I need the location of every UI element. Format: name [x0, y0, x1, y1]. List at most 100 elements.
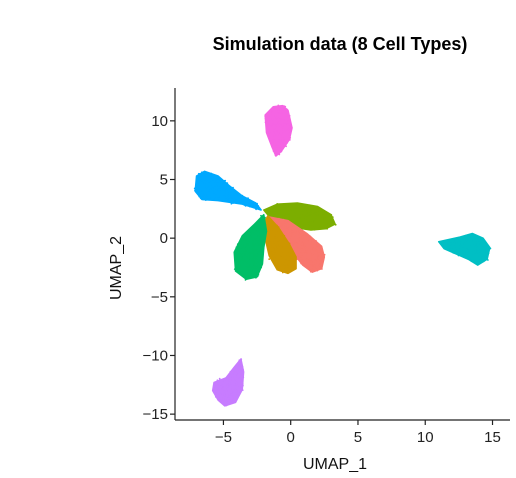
cell-point: [456, 240, 459, 243]
cell-point: [277, 108, 280, 111]
cell-point: [232, 399, 235, 402]
cluster-1: [193, 170, 262, 211]
cell-point: [258, 262, 261, 265]
cell-point: [294, 240, 297, 243]
cell-point: [272, 252, 274, 255]
cell-point: [279, 125, 282, 128]
cell-point: [278, 112, 281, 114]
cell-point: [215, 192, 218, 195]
cell-point: [273, 209, 275, 212]
cell-point: [458, 247, 461, 250]
cell-point: [248, 269, 251, 271]
cell-point: [238, 265, 241, 267]
cell-point: [311, 241, 314, 244]
cell-point: [276, 212, 278, 214]
cell-point: [223, 190, 226, 192]
cell-point: [283, 234, 286, 237]
cell-point: [274, 148, 277, 151]
cell-point: [301, 243, 304, 246]
cell-point: [252, 239, 254, 242]
cell-point: [470, 257, 472, 259]
cell-point: [283, 121, 285, 124]
cell-point: [315, 210, 317, 213]
cell-point: [217, 190, 219, 193]
cell-point: [467, 234, 470, 237]
cell-point: [303, 210, 306, 213]
cell-point: [317, 256, 320, 259]
cell-point: [281, 148, 283, 151]
cell-point: [445, 242, 448, 245]
cell-point: [240, 240, 243, 243]
cell-point: [277, 116, 279, 119]
cell-point: [249, 238, 252, 241]
cell-point: [285, 249, 288, 251]
cell-point: [226, 190, 229, 193]
cell-point: [214, 194, 217, 197]
cell-point: [240, 257, 243, 260]
cell-point: [313, 253, 316, 256]
cell-point: [287, 231, 290, 234]
cell-point: [268, 210, 271, 213]
cell-point: [281, 205, 284, 208]
cell-point: [256, 226, 259, 229]
cell-point: [278, 219, 281, 222]
cell-point: [242, 236, 244, 239]
cell-point: [210, 176, 213, 179]
cell-point: [310, 250, 313, 252]
cell-point: [310, 215, 313, 218]
cell-point: [278, 204, 281, 207]
cell-point: [274, 246, 276, 249]
cell-point: [230, 399, 233, 402]
cell-point: [227, 391, 230, 393]
cell-point: [277, 264, 280, 266]
cell-point: [276, 265, 279, 268]
cell-point: [240, 387, 242, 390]
cell-point: [286, 142, 288, 144]
cell-point: [466, 240, 469, 243]
cell-point: [284, 205, 287, 208]
cell-point: [233, 190, 236, 193]
cell-point: [285, 239, 288, 242]
cell-point: [282, 113, 285, 116]
cell-point: [306, 205, 309, 208]
cell-point: [281, 216, 283, 219]
cell-point: [223, 393, 226, 395]
cell-point: [285, 241, 288, 244]
cell-point: [267, 234, 270, 237]
cell-point: [313, 228, 316, 231]
cell-point: [230, 390, 233, 393]
cell-point: [264, 228, 267, 231]
cell-point: [276, 203, 279, 205]
cell-point: [489, 247, 492, 250]
cell-point: [260, 219, 263, 222]
cell-point: [237, 390, 240, 393]
cell-point: [299, 205, 302, 207]
cell-point: [331, 216, 334, 219]
cell-point: [463, 245, 466, 248]
cell-point: [296, 255, 299, 258]
cell-point: [265, 116, 268, 118]
cell-point: [286, 269, 288, 271]
cell-point: [482, 239, 484, 242]
cell-point: [286, 108, 288, 111]
cell-point: [236, 259, 239, 262]
cell-point: [241, 389, 244, 391]
cell-point: [277, 267, 279, 270]
cell-point: [262, 219, 265, 222]
cell-point: [250, 276, 253, 279]
cell-point: [277, 143, 280, 146]
cell-point: [298, 251, 300, 254]
cell-point: [237, 262, 240, 264]
cell-point: [234, 193, 237, 196]
cell-point: [241, 251, 244, 254]
cell-point: [228, 402, 231, 405]
cell-point: [257, 235, 260, 238]
cell-point: [483, 247, 486, 250]
cell-point: [261, 235, 264, 238]
cell-point: [270, 227, 272, 230]
cell-point: [325, 221, 328, 224]
cell-point: [283, 105, 286, 108]
cell-point: [233, 389, 235, 392]
cell-point: [292, 224, 294, 227]
cell-point: [268, 244, 271, 247]
